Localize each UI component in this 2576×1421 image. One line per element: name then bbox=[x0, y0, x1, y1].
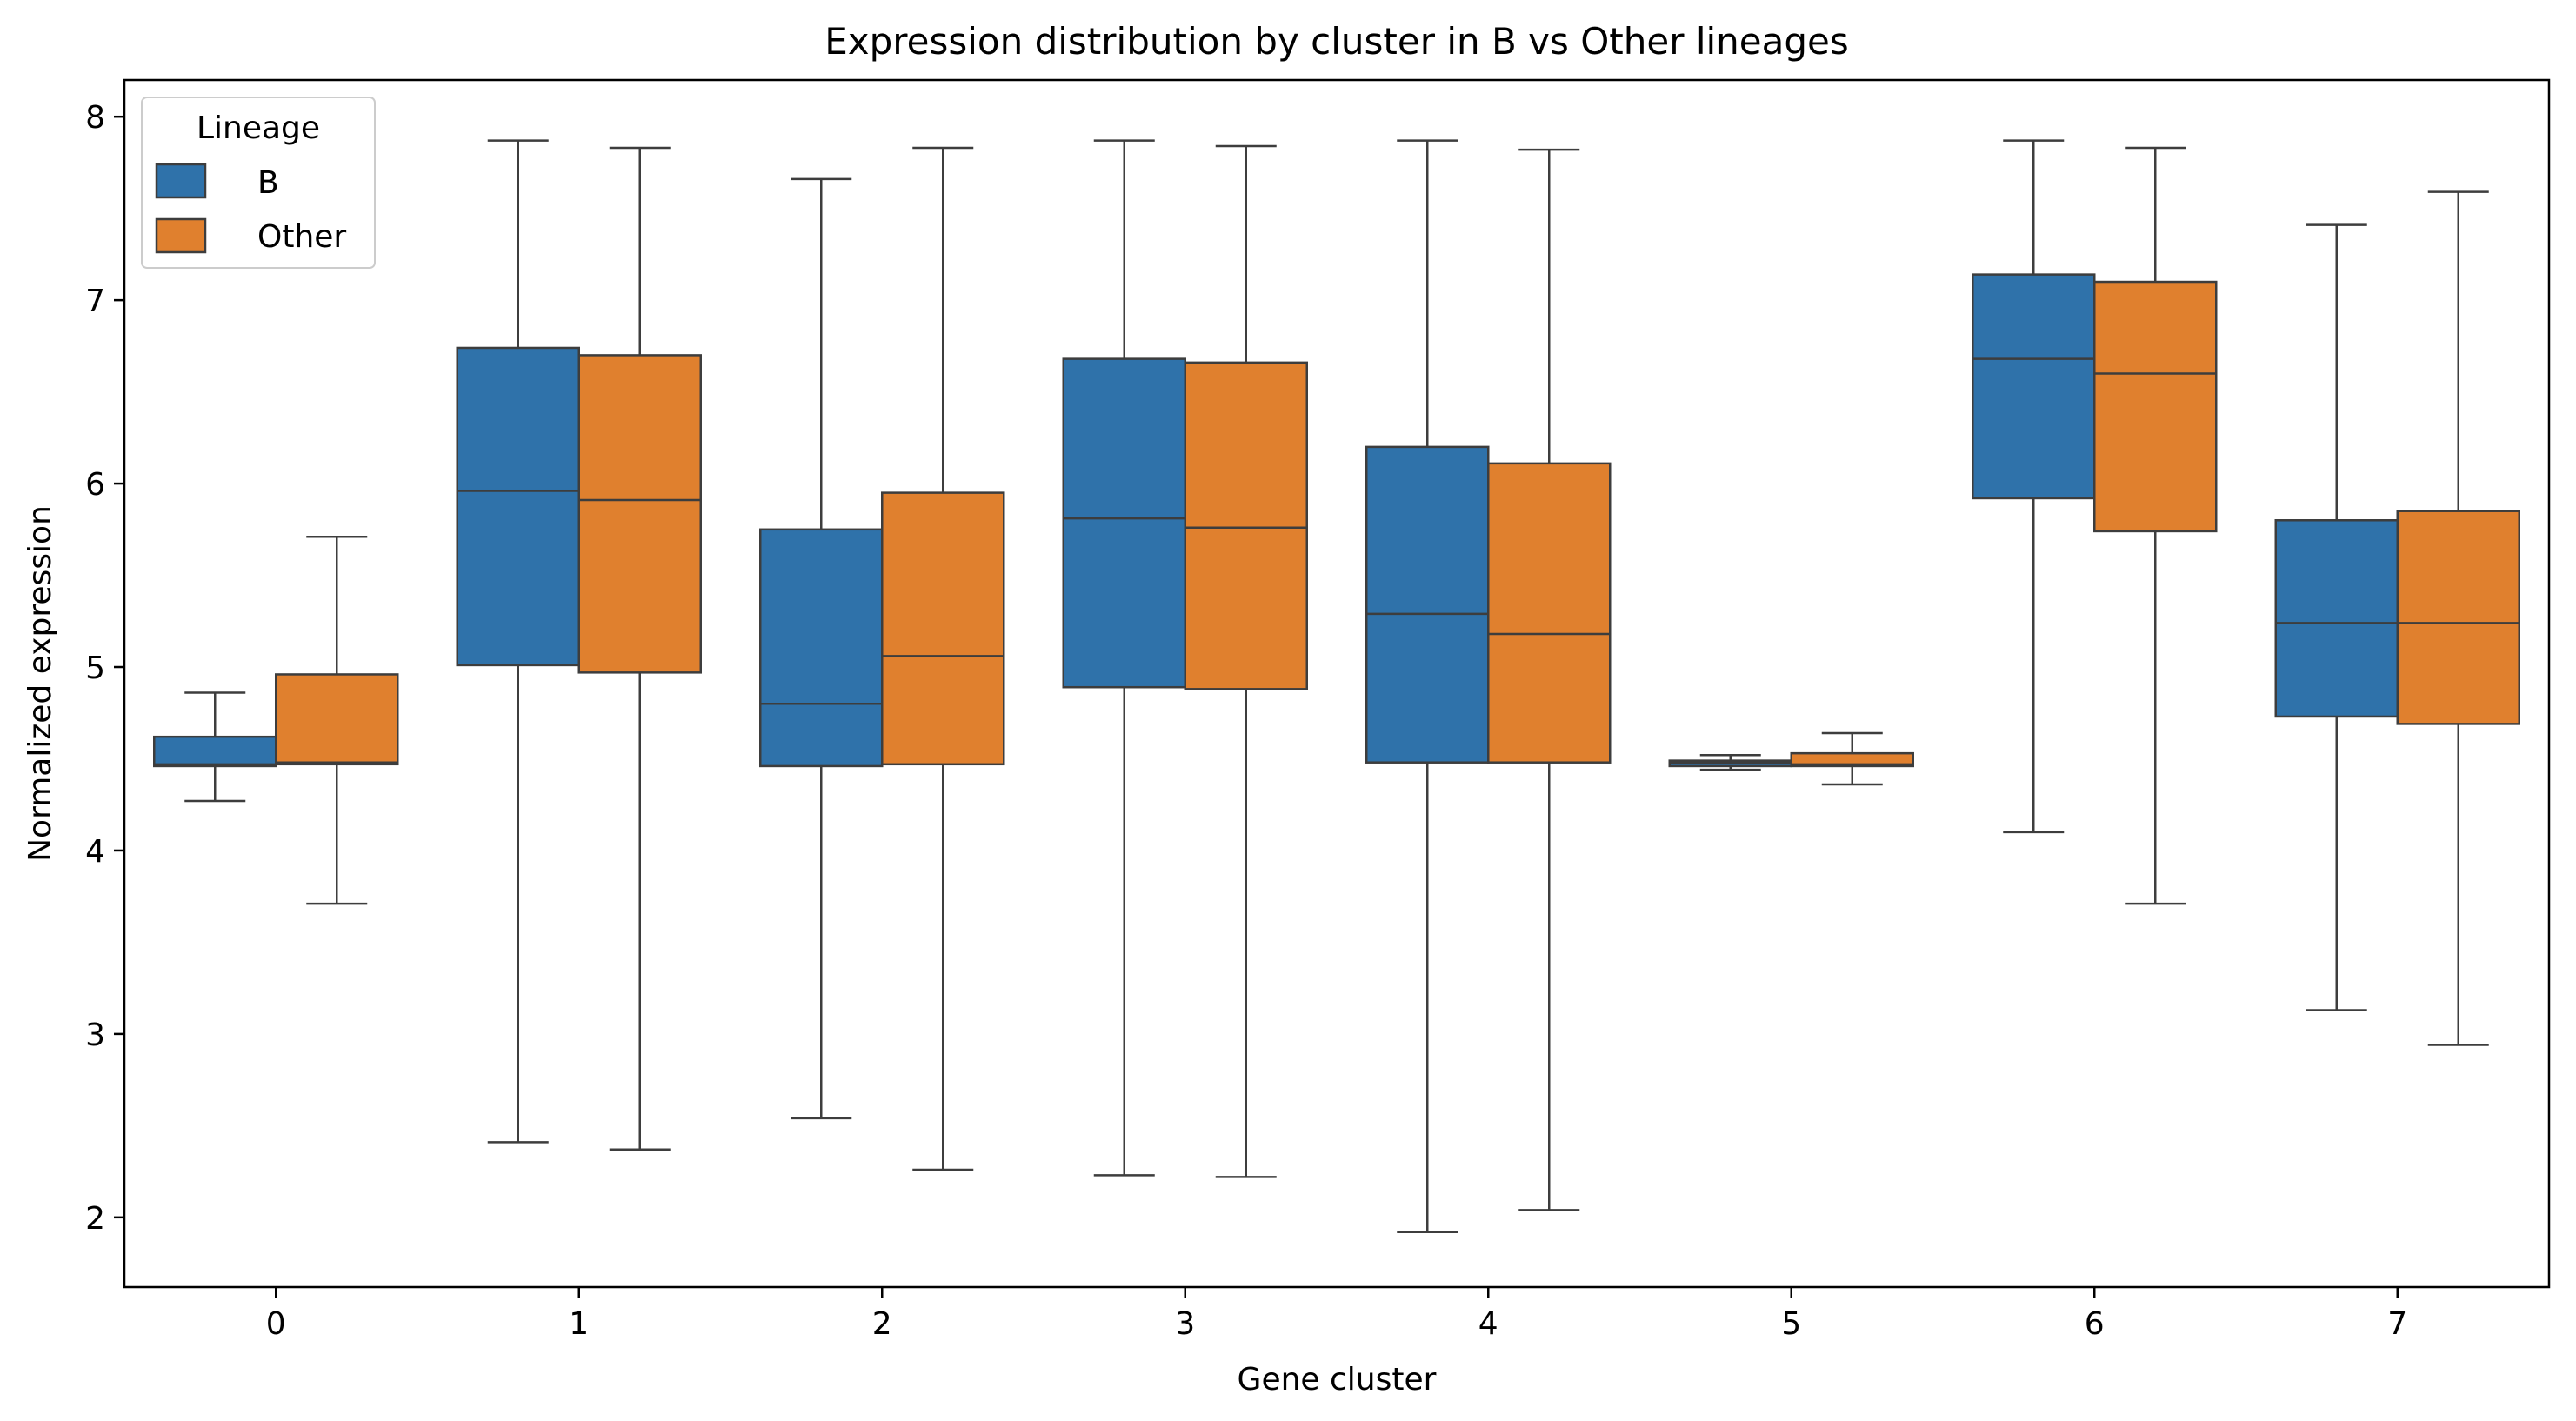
box-other-cluster-3 bbox=[1184, 144, 1308, 1178]
x-axis: 0 1 2 3 4 5 6 7 bbox=[266, 1287, 2407, 1342]
box-iqr bbox=[2274, 519, 2399, 718]
box-other-cluster-6 bbox=[2093, 146, 2218, 905]
x-tick-label: 4 bbox=[1478, 1306, 1498, 1342]
box-other-cluster-0 bbox=[275, 535, 399, 905]
box-iqr bbox=[1487, 462, 1612, 764]
legend-title: Lineage bbox=[197, 110, 320, 146]
x-tick-label: 1 bbox=[569, 1306, 589, 1342]
box-iqr bbox=[153, 735, 277, 768]
box-other-cluster-5 bbox=[1790, 731, 1914, 786]
box-b-cluster-4 bbox=[1365, 139, 1490, 1233]
box-iqr bbox=[1184, 361, 1308, 690]
box-iqr bbox=[1365, 445, 1490, 764]
y-tick-label: 8 bbox=[85, 100, 105, 136]
y-axis-label: Normalized expression bbox=[23, 505, 58, 862]
box-other-cluster-7 bbox=[2396, 190, 2520, 1046]
legend: Lineage B Other bbox=[141, 97, 376, 269]
legend-label-other: Other bbox=[257, 219, 346, 255]
x-tick-label: 3 bbox=[1175, 1306, 1195, 1342]
legend-label-b: B bbox=[257, 165, 279, 201]
box-b-cluster-2 bbox=[759, 177, 884, 1120]
x-axis-label: Gene cluster bbox=[1238, 1362, 1437, 1398]
x-tick-label: 0 bbox=[266, 1306, 286, 1342]
box-iqr bbox=[1972, 273, 2096, 500]
x-tick-label: 2 bbox=[872, 1306, 892, 1342]
box-iqr bbox=[456, 346, 580, 667]
y-tick-label: 2 bbox=[85, 1201, 105, 1237]
x-tick-label: 7 bbox=[2387, 1306, 2407, 1342]
box-other-cluster-1 bbox=[577, 146, 702, 1151]
box-iqr bbox=[881, 491, 1005, 766]
plot-frame bbox=[123, 78, 2551, 1289]
y-axis: 2 3 4 5 6 7 8 bbox=[85, 100, 124, 1237]
box-b-cluster-1 bbox=[456, 139, 580, 1144]
y-tick-label: 7 bbox=[85, 284, 105, 319]
box-iqr bbox=[2396, 510, 2520, 725]
box-iqr bbox=[759, 528, 884, 768]
y-tick-label: 6 bbox=[85, 467, 105, 503]
plot-area bbox=[153, 139, 2520, 1233]
y-tick-label: 5 bbox=[85, 650, 105, 686]
box-other-cluster-2 bbox=[881, 146, 1005, 1171]
box-b-cluster-7 bbox=[2274, 223, 2399, 1011]
x-tick-label: 6 bbox=[2085, 1306, 2105, 1342]
box-iqr bbox=[1790, 751, 1914, 768]
legend-swatch-b bbox=[155, 163, 207, 199]
y-tick-label: 3 bbox=[85, 1017, 105, 1053]
box-iqr bbox=[577, 354, 702, 674]
box-iqr bbox=[1062, 357, 1186, 689]
box-iqr bbox=[2093, 280, 2218, 533]
y-tick-label: 4 bbox=[85, 834, 105, 870]
x-tick-label: 5 bbox=[1781, 1306, 1801, 1342]
box-other-cluster-4 bbox=[1487, 148, 1612, 1211]
box-b-cluster-3 bbox=[1062, 139, 1186, 1177]
legend-swatch-other bbox=[155, 217, 207, 254]
chart-title: Expression distribution by cluster in B … bbox=[824, 20, 1849, 63]
box-b-cluster-6 bbox=[1972, 139, 2096, 834]
box-iqr bbox=[275, 673, 399, 766]
